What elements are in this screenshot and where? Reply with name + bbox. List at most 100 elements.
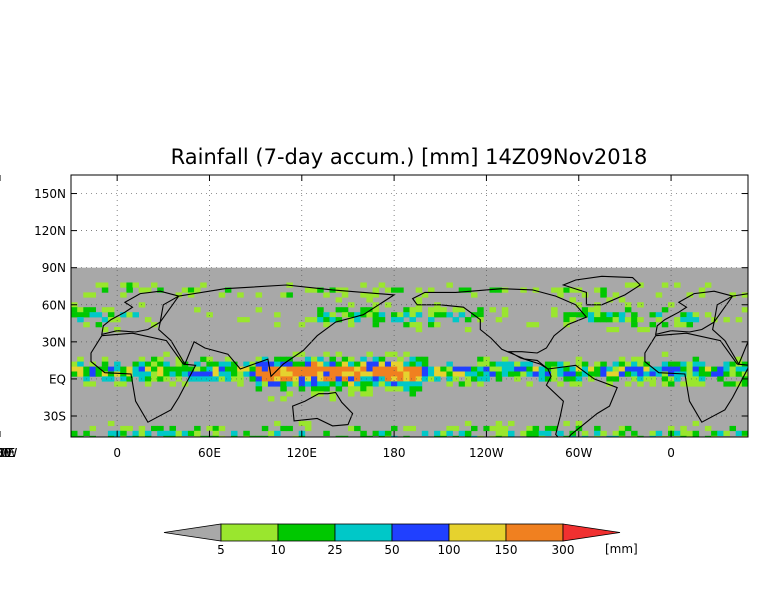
rainfall-cell [692,381,700,387]
rainfall-cell [138,366,146,372]
rainfall-cell [120,312,127,318]
rainfall-cell [378,317,386,323]
rainfall-cell [71,307,78,313]
rainfall-cell [335,307,343,313]
rainfall-cell [120,376,127,382]
rainfall-cell [581,371,589,377]
rainfall-cell [735,317,743,323]
rainfall-cell [624,361,632,367]
rainfall-cell [89,361,96,367]
rainfall-cell [366,292,373,298]
rainfall-cell [101,307,109,313]
rainfall-cell [655,317,663,323]
rainfall-cell [588,312,595,318]
rainfall-cell [304,356,312,362]
rainfall-cell [729,425,736,432]
rainfall-cell [298,361,306,367]
rainfall-cell [575,381,583,387]
rainfall-cell [286,366,293,372]
rainfall-cell [464,376,472,382]
rainfall-cell [286,391,293,397]
rainfall-cell [261,361,269,367]
rainfall-cell [631,312,638,318]
rainfall-cell [618,371,626,377]
rainfall-cell [169,371,176,377]
rainfall-cell [224,376,232,382]
rainfall-cell [563,317,570,323]
rainfall-cell [661,282,669,288]
rainfall-cell [526,361,533,367]
rainfall-cell [274,420,281,427]
coastline-north-america [411,288,588,370]
rainfall-cell [261,435,269,437]
rainfall-cell [341,366,349,372]
rainfall-cell [489,371,496,377]
rainfall-cell [360,307,367,313]
rainfall-cell [175,366,183,372]
rainfall-cell [692,312,700,318]
rainfall-cell [483,366,490,372]
rainfall-cell [304,381,312,387]
lat-lon-grid [71,175,748,437]
rainfall-cell [194,307,201,313]
rainfall-cell [378,435,386,437]
rainfall-cell [200,366,207,372]
rainfall-cell [317,371,324,377]
rainfall-cell [335,386,343,392]
rainfall-cell [169,381,176,387]
rainfall-cell [477,366,484,372]
rainfall-cell [311,371,318,377]
rainfall-cell [440,307,447,313]
rainfall-cell [489,361,496,367]
rainfall-cell [329,366,336,372]
rainfall-cell [323,317,330,323]
rainfall-cell [409,307,416,313]
rainfall-cell [157,371,164,377]
rainfall-cell [735,366,743,372]
rainfall-cell [704,435,712,437]
rainfall-cell [378,366,386,372]
rainfall-cell [415,356,423,362]
colorbar-label: 25 [327,543,342,557]
rainfall-cell [477,361,484,367]
rainfall-cell [323,312,330,318]
rainfall-cell [415,371,423,377]
rainfall-cell [477,307,484,313]
rainfall-cell [649,376,656,382]
rainfall-cell [415,287,423,293]
rainfall-cell [458,366,466,372]
lat-tick-label: 60N [42,298,66,312]
rainfall-cell [101,361,109,367]
rainfall-cell [255,371,263,377]
rainfall-cell [569,435,576,437]
rainfall-cell [372,307,380,313]
rainfall-cell [348,391,355,397]
rainfall-cell [231,435,238,437]
rainfall-cell [360,282,367,288]
rainfall-cell [218,425,226,432]
rainfall-cell [532,366,540,372]
rainfall-cell [89,435,96,437]
rainfall-cell [144,430,152,436]
rainfall-cell [298,381,306,387]
rainfall-cell [194,435,201,437]
rainfall-cell [304,361,312,367]
rainfall-cell [403,366,410,372]
rainfall-cell [428,371,435,377]
rainfall-cell [304,287,312,293]
rainfall-cell [704,366,712,372]
rainfall-cell [526,381,533,387]
rainfall-cell [532,287,540,293]
rainfall-cell [261,381,269,387]
rainfall-cell [348,425,355,432]
rainfall-cell [649,371,656,377]
rainfall-cell [144,376,152,382]
rainfall-cell [643,327,650,333]
rainfall-cell [126,282,133,288]
rainfall-cell [323,292,330,298]
rainfall-cell [729,381,736,387]
rainfall-cell [446,371,453,377]
lon-tick-label: 120E [0,446,15,460]
rainfall-cell [649,366,656,372]
